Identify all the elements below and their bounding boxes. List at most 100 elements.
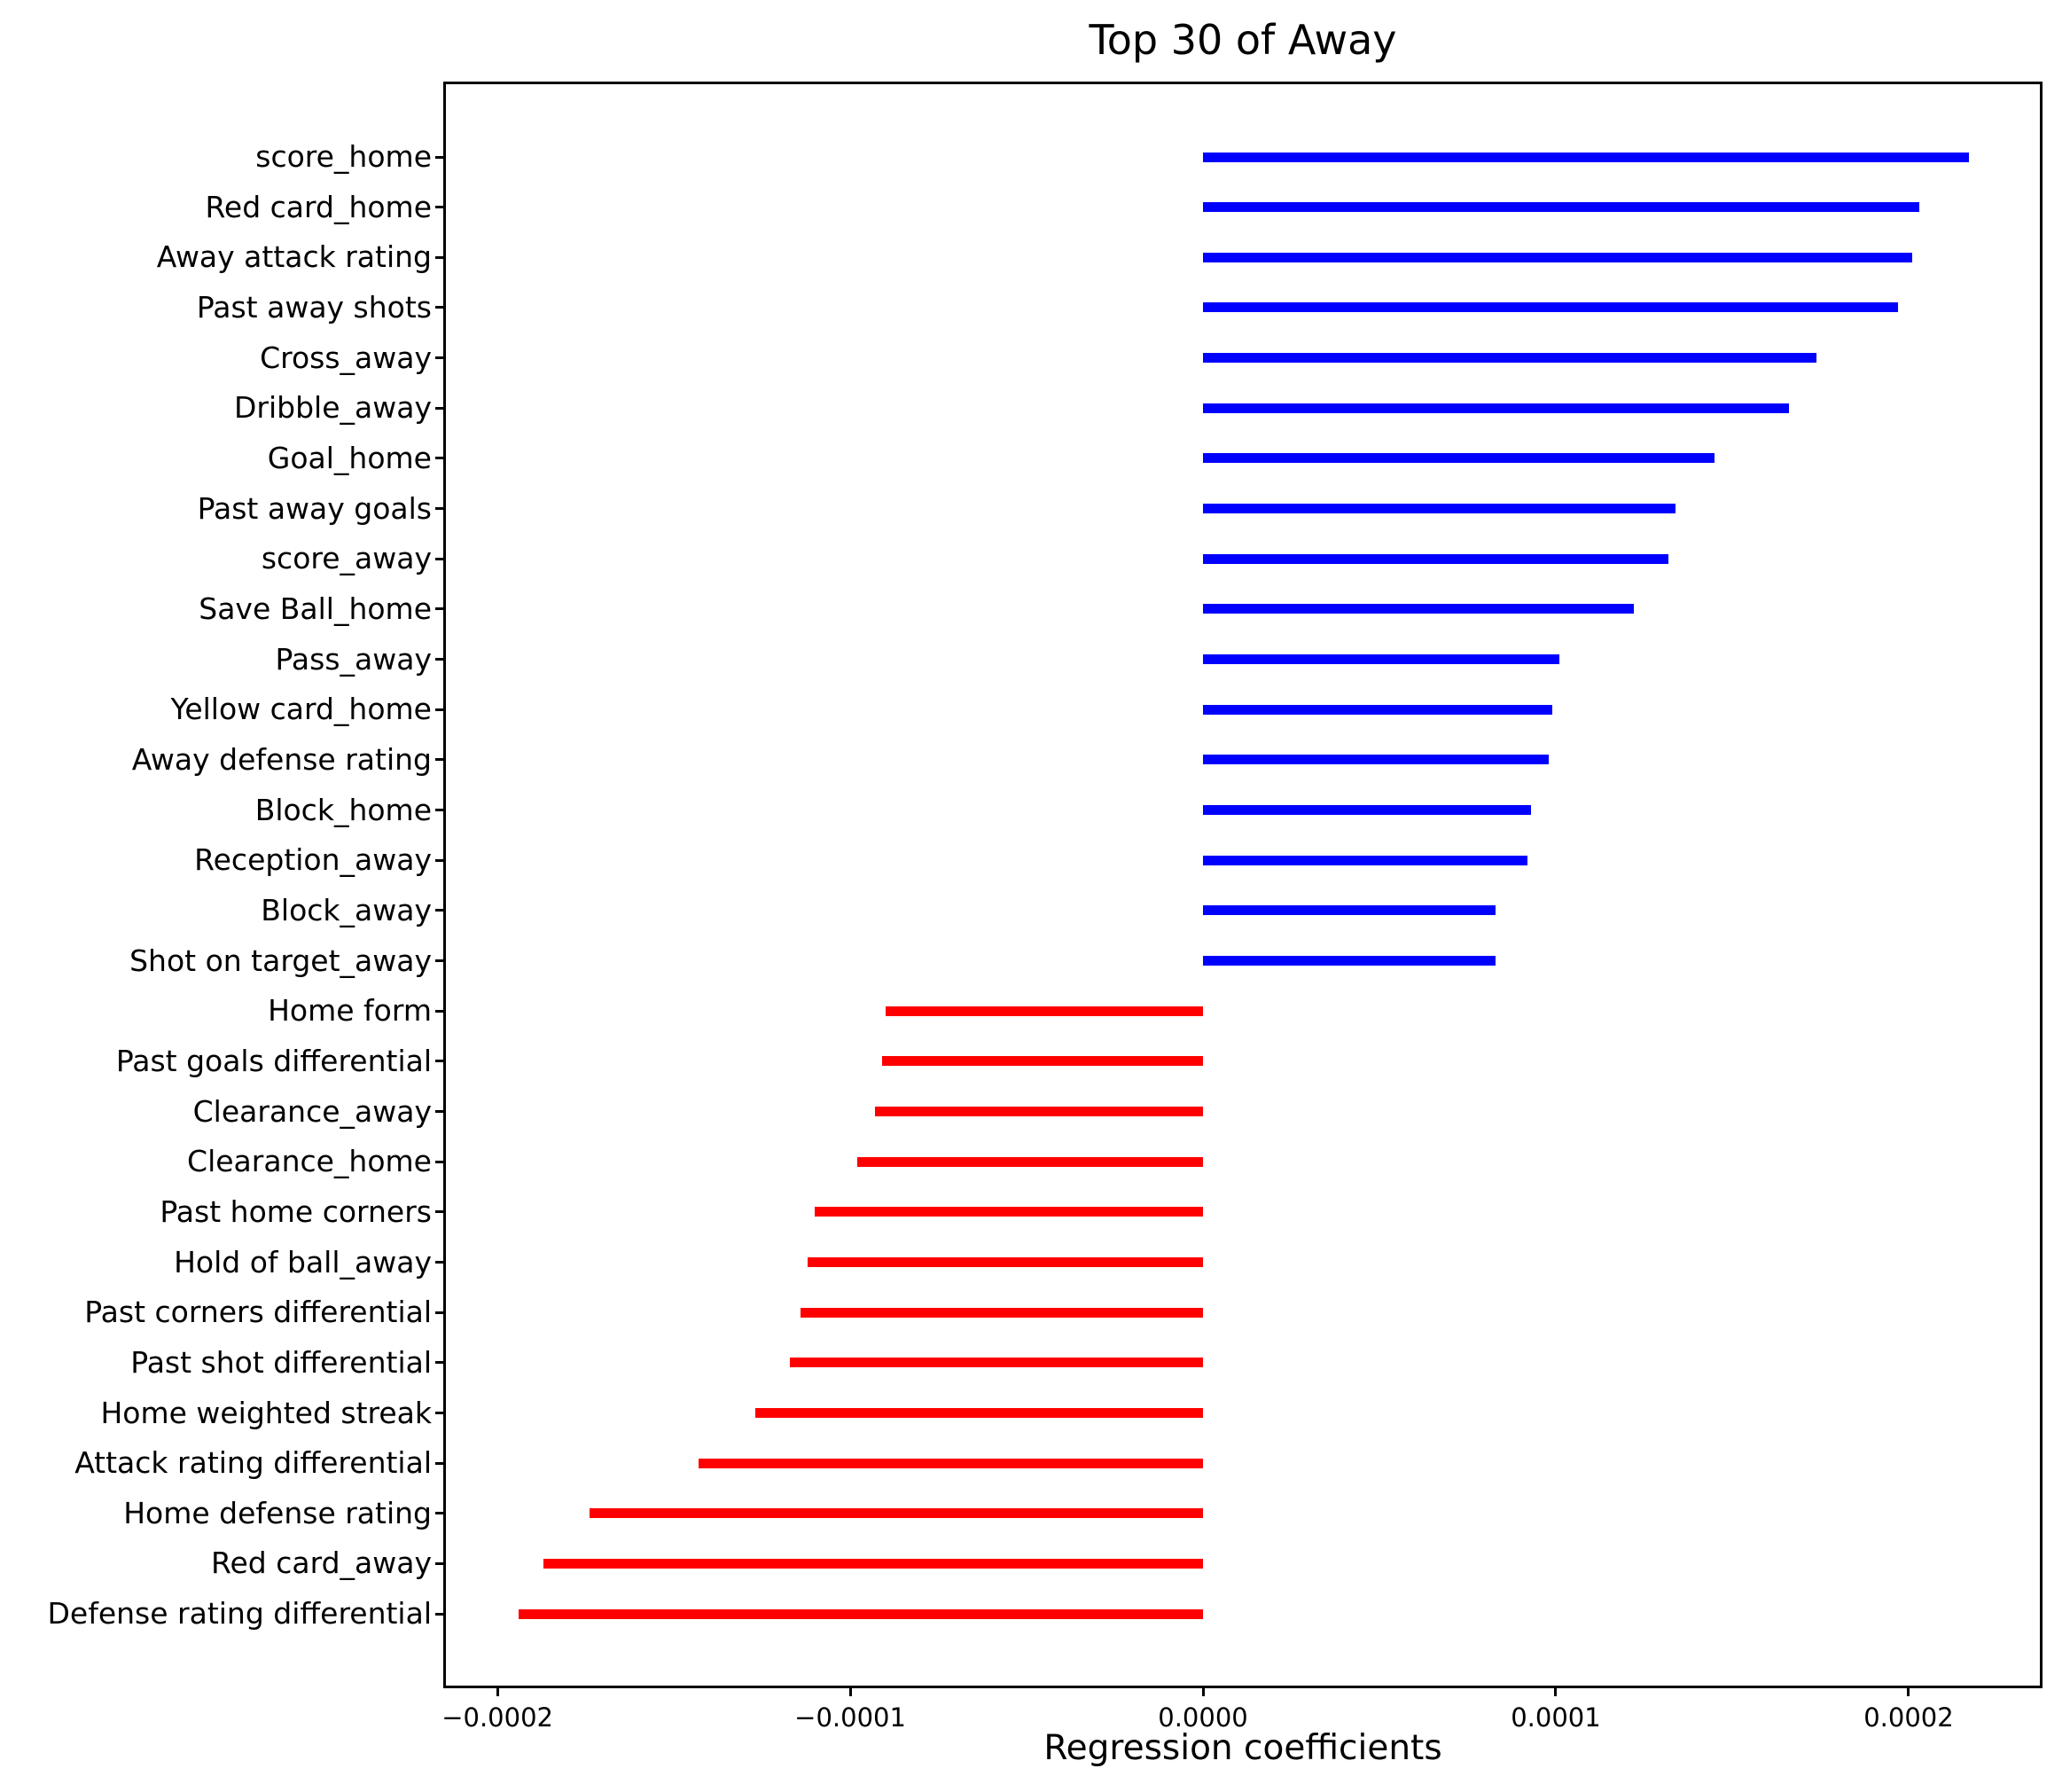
bar bbox=[1203, 353, 1817, 364]
y-tick-mark bbox=[435, 155, 446, 159]
y-tick-label: Block_home bbox=[254, 792, 432, 827]
y-tick-label: score_home bbox=[255, 139, 432, 174]
plot-area bbox=[443, 82, 2043, 1688]
bar bbox=[1203, 252, 1912, 262]
y-tick-mark bbox=[435, 507, 446, 511]
x-tick-label: 0.0001 bbox=[1511, 1702, 1601, 1733]
y-tick-label: Red card_home bbox=[205, 189, 432, 224]
bar bbox=[790, 1358, 1204, 1368]
y-tick-label: Clearance_home bbox=[187, 1144, 432, 1179]
y-tick-mark bbox=[435, 1561, 446, 1565]
y-tick-label: Past corners differential bbox=[84, 1295, 432, 1330]
y-tick-label: Past goals differential bbox=[115, 1043, 432, 1078]
y-tick-label: Goal_home bbox=[267, 440, 432, 475]
x-tick-label: −0.0002 bbox=[441, 1702, 553, 1733]
y-tick-label: Past home corners bbox=[160, 1193, 432, 1229]
y-tick-label: Home form bbox=[268, 993, 432, 1029]
y-tick-label: Past away shots bbox=[196, 289, 432, 325]
y-tick-mark bbox=[435, 356, 446, 360]
x-tick-mark bbox=[1201, 1686, 1205, 1696]
x-tick-label: 0.0002 bbox=[1863, 1702, 1954, 1733]
y-tick-label: Home weighted streak bbox=[100, 1395, 432, 1430]
y-tick-label: Defense rating differential bbox=[47, 1596, 433, 1632]
bar bbox=[808, 1257, 1204, 1268]
x-tick-label: 0.0000 bbox=[1158, 1702, 1248, 1733]
bar bbox=[815, 1207, 1204, 1217]
x-tick-label: −0.0001 bbox=[794, 1702, 906, 1733]
y-tick-mark bbox=[435, 457, 446, 460]
bar bbox=[1203, 202, 1919, 213]
y-tick-mark bbox=[435, 607, 446, 611]
y-tick-label: Attack rating differential bbox=[74, 1445, 432, 1481]
x-tick-mark bbox=[1907, 1686, 1910, 1696]
y-tick-label: Block_away bbox=[261, 892, 432, 927]
y-tick-mark bbox=[435, 206, 446, 209]
bar bbox=[1203, 805, 1532, 816]
bar bbox=[1203, 905, 1496, 916]
y-tick-mark bbox=[435, 1311, 446, 1314]
y-tick-mark bbox=[435, 708, 446, 711]
bar bbox=[874, 1107, 1204, 1117]
y-tick-label: Save Ball_home bbox=[199, 591, 432, 626]
y-tick-mark bbox=[435, 255, 446, 259]
y-tick-label: Reception_away bbox=[194, 842, 432, 878]
x-tick-mark bbox=[1554, 1686, 1558, 1696]
y-tick-label: Home defense rating bbox=[123, 1495, 432, 1530]
y-tick-mark bbox=[435, 406, 446, 410]
bar bbox=[1203, 755, 1550, 765]
bar bbox=[698, 1458, 1204, 1468]
bar bbox=[881, 1056, 1204, 1067]
bar bbox=[1203, 956, 1496, 966]
y-tick-mark bbox=[435, 809, 446, 812]
y-tick-mark bbox=[435, 858, 446, 862]
chart-title: Top 30 of Away bbox=[1089, 16, 1397, 64]
y-tick-mark bbox=[435, 1261, 446, 1264]
y-tick-mark bbox=[435, 1361, 446, 1365]
y-tick-mark bbox=[435, 1210, 446, 1214]
y-tick-label: Hold of ball_away bbox=[174, 1244, 432, 1279]
y-tick-label: Past shot differential bbox=[130, 1344, 432, 1380]
y-tick-label: Clearance_away bbox=[192, 1093, 432, 1129]
y-tick-label: Away defense rating bbox=[131, 741, 432, 777]
y-tick-label: Dribble_away bbox=[234, 390, 432, 426]
bar bbox=[589, 1508, 1204, 1519]
bar bbox=[1203, 504, 1676, 514]
y-tick-mark bbox=[435, 758, 446, 762]
bar bbox=[1203, 453, 1715, 464]
y-tick-label: Yellow card_home bbox=[170, 692, 432, 727]
bar bbox=[1203, 152, 1969, 162]
y-tick-mark bbox=[435, 1512, 446, 1515]
bar bbox=[518, 1608, 1204, 1619]
y-tick-label: Shot on target_away bbox=[129, 943, 432, 978]
bar bbox=[1203, 604, 1634, 614]
y-tick-mark bbox=[435, 1412, 446, 1414]
bar bbox=[754, 1408, 1204, 1418]
x-tick-mark bbox=[496, 1686, 499, 1696]
y-tick-label: score_away bbox=[261, 541, 432, 576]
bar bbox=[1203, 654, 1559, 665]
bar bbox=[1203, 704, 1552, 715]
y-tick-label: Red card_away bbox=[211, 1546, 432, 1581]
x-axis-label: Regression coefficients bbox=[1043, 1728, 1442, 1768]
bar bbox=[885, 1006, 1204, 1016]
y-tick-mark bbox=[435, 959, 446, 963]
y-tick-mark bbox=[435, 1110, 446, 1114]
y-tick-mark bbox=[435, 306, 446, 309]
y-tick-mark bbox=[435, 658, 446, 661]
y-tick-label: Pass_away bbox=[275, 641, 433, 677]
y-tick-mark bbox=[435, 1612, 446, 1616]
y-tick-mark bbox=[435, 909, 446, 912]
bar bbox=[1203, 553, 1669, 564]
y-tick-mark bbox=[435, 1060, 446, 1063]
bar bbox=[857, 1156, 1204, 1167]
x-tick-mark bbox=[848, 1686, 852, 1696]
y-tick-label: Cross_away bbox=[260, 340, 432, 375]
bar bbox=[543, 1558, 1204, 1569]
bar bbox=[1203, 855, 1528, 865]
y-tick-mark bbox=[435, 1009, 446, 1013]
y-tick-mark bbox=[435, 557, 446, 560]
y-tick-mark bbox=[435, 1160, 446, 1163]
bar bbox=[1203, 403, 1789, 413]
y-tick-label: Away attack rating bbox=[156, 239, 432, 275]
